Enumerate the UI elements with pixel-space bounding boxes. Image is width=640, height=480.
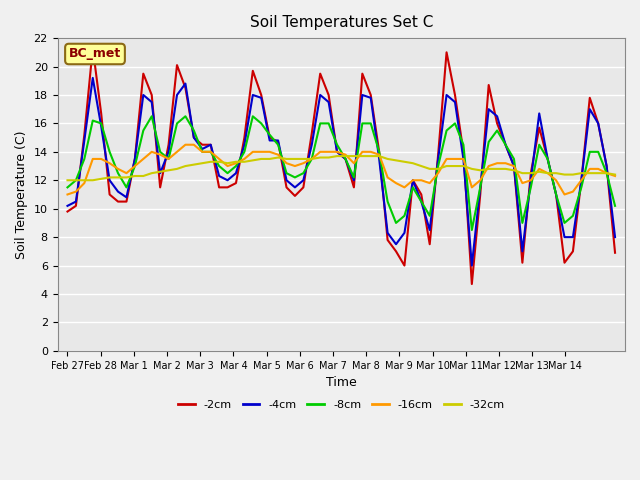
Y-axis label: Soil Temperature (C): Soil Temperature (C) — [15, 130, 28, 259]
Text: BC_met: BC_met — [69, 48, 121, 60]
Title: Soil Temperatures Set C: Soil Temperatures Set C — [250, 15, 433, 30]
Legend: -2cm, -4cm, -8cm, -16cm, -32cm: -2cm, -4cm, -8cm, -16cm, -32cm — [173, 395, 509, 414]
X-axis label: Time: Time — [326, 376, 356, 389]
